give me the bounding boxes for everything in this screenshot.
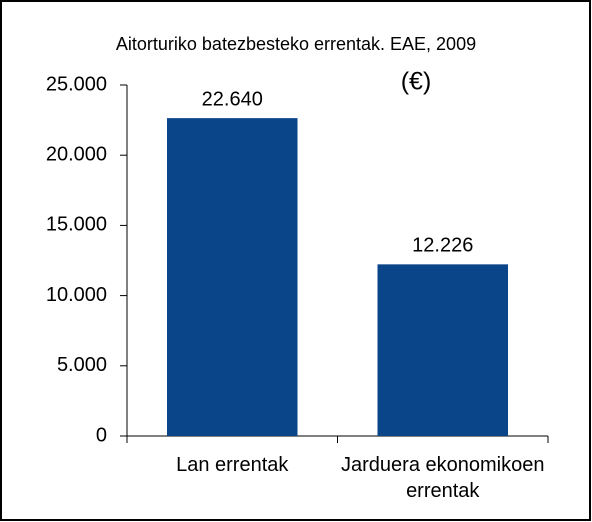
y-tick-label: 25.000 <box>46 73 107 95</box>
y-tick-label: 20.000 <box>46 143 107 165</box>
x-tick-label: Jarduera ekonomikoen errentak <box>341 454 545 502</box>
bar <box>377 264 509 436</box>
annotation: (€) <box>401 68 432 96</box>
y-tick-label: 10.000 <box>46 284 107 306</box>
chart-title: Aitorturiko batezbesteko errentak. EAE, … <box>116 34 476 54</box>
value-label: 12.226 <box>412 235 473 257</box>
y-tick-label: 15.000 <box>46 214 107 236</box>
y-tick-label: 0 <box>96 424 107 446</box>
y-tick-label: 5.000 <box>57 354 107 376</box>
value-label: 22.640 <box>202 88 263 110</box>
bar <box>166 118 298 436</box>
x-tick-label: Lan errentak <box>176 454 289 476</box>
